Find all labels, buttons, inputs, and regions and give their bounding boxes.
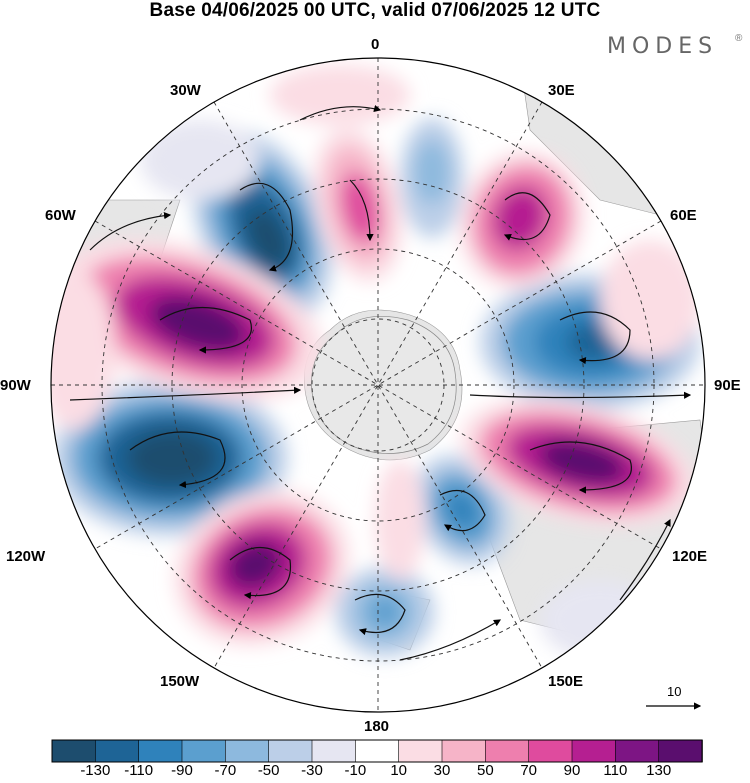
lon-label-120e: 120E [672, 548, 708, 565]
colorbar-tick-label: -50 [257, 762, 280, 779]
lon-label-0: 0 [371, 36, 380, 53]
colorbar-swatch [138, 739, 183, 763]
colorbar-swatch [225, 739, 270, 763]
lon-label-30e: 30E [548, 82, 575, 99]
colorbar-tick-label: -130 [80, 762, 111, 779]
lon-label-150w: 150W [160, 673, 200, 690]
colorbar-tick-label: 90 [563, 762, 581, 779]
high-anomaly-110e [460, 398, 696, 526]
colorbar-swatch [268, 739, 313, 763]
colorbar-frame [51, 739, 703, 763]
lon-label-90e: 90E [714, 377, 741, 394]
antarctica-outline [311, 315, 457, 454]
colorbar-swatch [311, 739, 357, 763]
registered-mark: ® [735, 33, 743, 44]
colorbar-swatch [181, 739, 227, 763]
colorbar-swatch [95, 739, 140, 763]
lon-label-90w: 90W [0, 377, 31, 394]
colorbar-tick-label: -70 [214, 762, 237, 779]
colorbar-tick-label: 30 [433, 762, 451, 779]
colorbar [51, 739, 703, 763]
colorbar-swatch [615, 739, 660, 763]
high-anomaly-70w [53, 239, 323, 401]
colorbar-tick-label: -110 [124, 762, 154, 779]
reference-vector-label: 10 [667, 684, 682, 699]
colorbar-tick-label: 110 [603, 762, 628, 779]
low-anomaly-170w [335, 567, 435, 657]
anomaly-field [51, 65, 700, 660]
colorbar-tick-label: -30 [301, 762, 323, 779]
colorbar-tick-label: 10 [390, 762, 407, 779]
low-anomaly-15e [400, 118, 464, 238]
colorbar-tick-label: 50 [476, 762, 494, 779]
page-title: Base 04/06/2025 00 UTC, valid 07/06/2025… [149, 0, 601, 21]
lon-label-180: 180 [364, 718, 390, 735]
brand-logo: MODES [607, 34, 719, 59]
colorbar-swatch [441, 739, 487, 763]
colorbar-tick-label: -90 [171, 762, 193, 779]
colorbar-swatch [571, 739, 617, 763]
lon-label-30w: 30W [170, 82, 201, 99]
map-border [50, 57, 706, 713]
colorbar-tick-label: 130 [646, 762, 672, 779]
lon-label-60e: 60E [670, 207, 697, 224]
colorbar-swatch [51, 739, 97, 763]
high-anomaly-40e [459, 150, 585, 290]
colorbar-swatch [658, 739, 703, 763]
colorbar-swatch [528, 739, 573, 763]
colorbar-tick-label: 70 [520, 762, 537, 779]
lon-label-150e: 150E [548, 673, 584, 690]
colorbar-swatch [485, 739, 530, 763]
graticule [51, 58, 705, 712]
colorbar-swatch [398, 739, 443, 763]
colorbar-tick-label: -10 [344, 762, 367, 779]
colorbar-swatch [355, 739, 400, 763]
lon-label-120w: 120W [6, 548, 46, 565]
high-anomaly-135w [174, 490, 350, 646]
high-anomaly-10w [313, 128, 403, 282]
wind-streamlines [69, 105, 692, 661]
lon-label-60w: 60W [45, 207, 76, 224]
